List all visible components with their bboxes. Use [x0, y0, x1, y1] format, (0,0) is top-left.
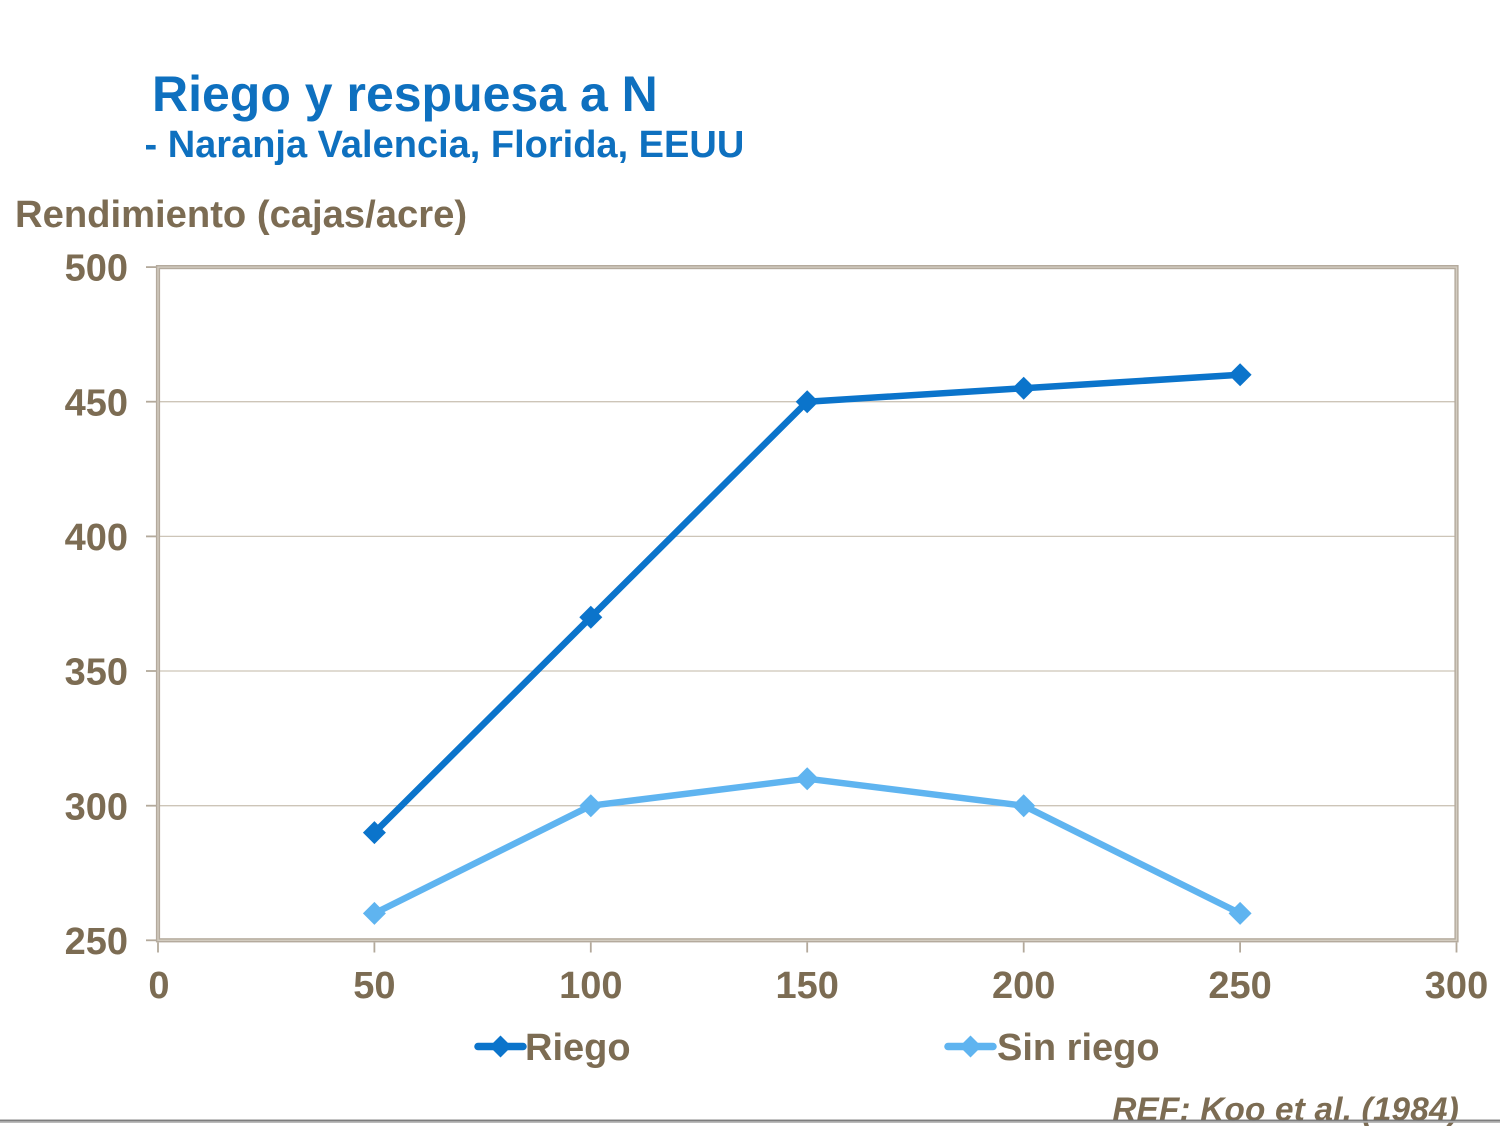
svg-text:300: 300: [1425, 965, 1488, 1007]
svg-text:500: 500: [65, 248, 128, 290]
svg-text:0: 0: [148, 965, 169, 1007]
svg-text:150: 150: [775, 965, 838, 1007]
svg-text:400: 400: [65, 517, 128, 559]
svg-text:Rendimiento (cajas/acre): Rendimiento (cajas/acre): [15, 193, 467, 236]
svg-text:350: 350: [65, 652, 128, 694]
svg-text:450: 450: [65, 382, 128, 424]
svg-text:250: 250: [65, 921, 128, 963]
svg-text:- Naranja Valencia, Florida, E: - Naranja Valencia, Florida, EEUU: [145, 124, 745, 166]
svg-text:250: 250: [1208, 965, 1271, 1007]
svg-text:Riego: Riego: [525, 1027, 631, 1069]
svg-text:50: 50: [353, 965, 395, 1007]
svg-text:Sin riego: Sin riego: [997, 1027, 1160, 1069]
svg-text:300: 300: [65, 786, 128, 828]
svg-text:Riego y respuesa a N: Riego y respuesa a N: [152, 66, 658, 122]
svg-text:200: 200: [992, 965, 1055, 1007]
svg-text:100: 100: [559, 965, 622, 1007]
